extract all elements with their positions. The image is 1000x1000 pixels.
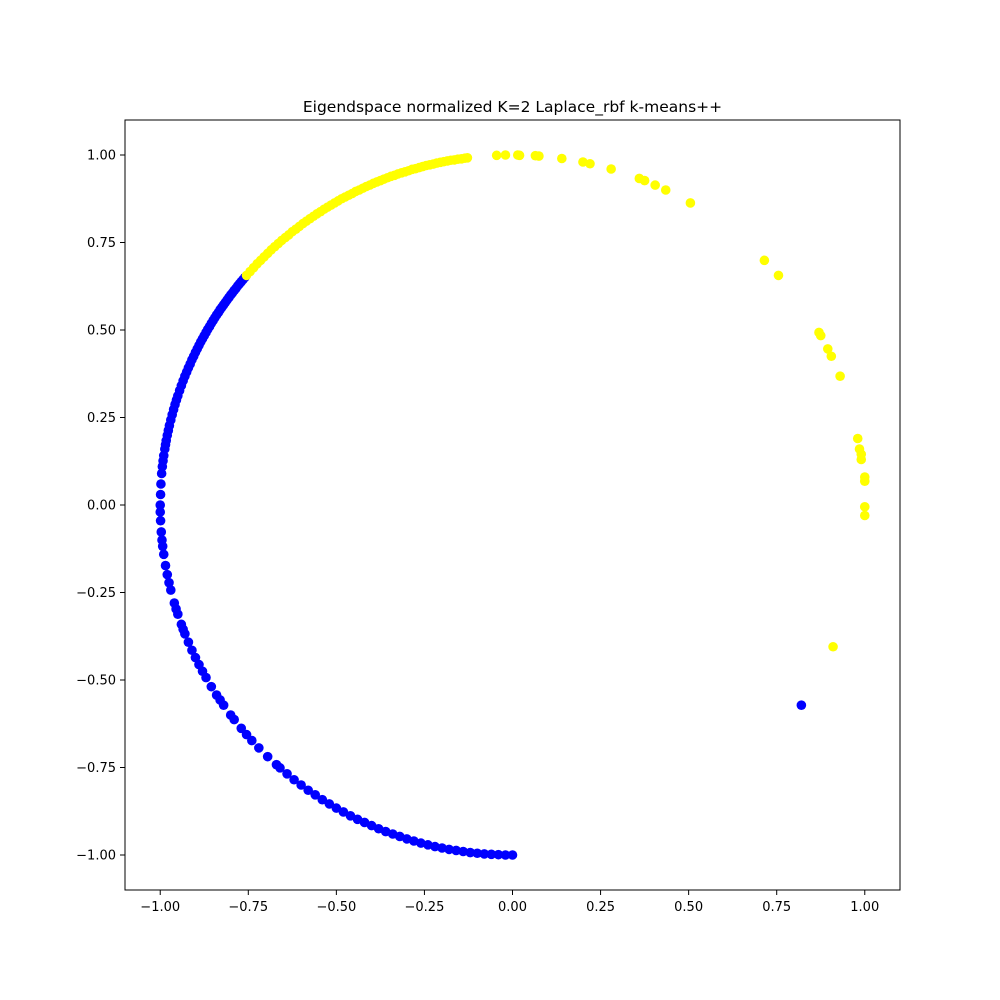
data-point-series-2 bbox=[859, 510, 870, 521]
x-tick-label: 0.75 bbox=[762, 900, 791, 915]
data-point-series-2 bbox=[462, 153, 473, 163]
x-tick-label: 0.25 bbox=[586, 900, 615, 915]
data-point-series-1 bbox=[190, 652, 201, 663]
data-point-series-2 bbox=[660, 185, 671, 195]
data-point-series-2 bbox=[852, 433, 863, 444]
data-point-series-2 bbox=[639, 175, 650, 186]
data-point-series-2 bbox=[491, 150, 502, 161]
data-point-series-1 bbox=[317, 794, 328, 805]
data-point-series-1 bbox=[155, 507, 166, 517]
chart-title: Eigendspace normalized K=2 Laplace_rbf k… bbox=[303, 98, 722, 117]
data-point-series-2 bbox=[828, 641, 838, 652]
data-point-series-2 bbox=[557, 153, 567, 164]
data-point-series-1 bbox=[331, 803, 342, 813]
y-tick-label: 0.25 bbox=[87, 411, 116, 426]
x-tick-label: 0.50 bbox=[674, 900, 703, 915]
y-tick-label: 0.75 bbox=[87, 236, 116, 251]
data-point-series-2 bbox=[822, 344, 833, 354]
data-point-series-1 bbox=[458, 846, 468, 857]
data-point-series-2 bbox=[835, 371, 845, 382]
data-point-series-1 bbox=[158, 549, 169, 560]
data-point-series-2 bbox=[759, 255, 770, 266]
data-point-series-2 bbox=[826, 351, 837, 362]
data-point-series-1 bbox=[310, 790, 321, 800]
data-point-series-1 bbox=[156, 527, 167, 537]
y-tick-label: 1.00 bbox=[87, 149, 116, 164]
data-point-series-1 bbox=[157, 535, 167, 545]
data-point-series-2 bbox=[585, 158, 595, 169]
y-tick-label: −0.50 bbox=[76, 674, 116, 689]
data-point-series-1 bbox=[493, 849, 504, 860]
data-point-series-1 bbox=[169, 598, 180, 608]
data-point-series-2 bbox=[856, 454, 867, 465]
data-point-series-1 bbox=[183, 637, 194, 647]
y-tick-label: −1.00 bbox=[76, 849, 116, 864]
data-point-series-1 bbox=[296, 780, 306, 790]
data-point-series-1 bbox=[206, 681, 217, 692]
data-point-series-1 bbox=[289, 774, 299, 785]
data-point-series-1 bbox=[156, 468, 167, 479]
data-point-series-1 bbox=[155, 500, 166, 510]
scatter-points bbox=[155, 150, 870, 860]
data-point-series-1 bbox=[472, 848, 483, 859]
data-point-series-1 bbox=[303, 785, 313, 796]
data-point-series-2 bbox=[534, 151, 544, 161]
data-point-series-2 bbox=[773, 270, 784, 281]
data-point-series-2 bbox=[859, 501, 870, 512]
data-point-series-1 bbox=[166, 585, 176, 595]
y-axis: −1.00 −0.75 −0.50 −0.25 0.00 0.25 0.50 0.75 1.00 bbox=[76, 149, 125, 864]
data-point-series-1 bbox=[282, 769, 292, 779]
data-point-series-1 bbox=[164, 577, 174, 588]
data-point-series-2 bbox=[815, 330, 826, 341]
data-point-series-1 bbox=[176, 619, 187, 630]
data-point-series-1 bbox=[796, 700, 807, 710]
x-tick-label: −1.00 bbox=[140, 900, 180, 915]
data-point-series-1 bbox=[155, 515, 166, 526]
y-tick-label: 0.00 bbox=[87, 499, 116, 514]
data-point-series-1 bbox=[507, 850, 518, 860]
data-point-series-1 bbox=[162, 569, 173, 580]
data-point-series-1 bbox=[160, 560, 171, 571]
data-point-series-1 bbox=[345, 811, 356, 821]
data-point-series-1 bbox=[479, 849, 490, 859]
data-point-series-2 bbox=[514, 150, 525, 161]
data-point-series-1 bbox=[451, 845, 461, 856]
data-point-series-1 bbox=[225, 710, 236, 720]
data-point-series-2 bbox=[859, 476, 870, 487]
x-tick-label: −0.75 bbox=[228, 900, 268, 915]
x-tick-label: −0.25 bbox=[405, 900, 445, 915]
data-point-series-1 bbox=[324, 799, 335, 809]
data-point-series-2 bbox=[650, 180, 660, 190]
data-point-series-1 bbox=[500, 850, 511, 860]
data-point-series-1 bbox=[465, 847, 476, 858]
y-tick-label: 0.50 bbox=[87, 324, 116, 339]
data-point-series-1 bbox=[262, 751, 273, 762]
data-point-series-1 bbox=[241, 729, 252, 740]
x-axis: −1.00 −0.75 −0.50 −0.25 0.00 0.25 0.50 0.75 1.00 bbox=[140, 890, 879, 915]
data-point-series-2 bbox=[500, 150, 511, 160]
data-point-series-1 bbox=[236, 723, 247, 734]
data-point-series-1 bbox=[155, 489, 166, 500]
data-point-series-1 bbox=[486, 849, 497, 860]
data-point-series-2 bbox=[606, 164, 616, 174]
data-point-series-1 bbox=[271, 759, 282, 770]
data-point-series-2 bbox=[685, 198, 696, 208]
y-tick-label: −0.25 bbox=[76, 586, 116, 601]
y-tick-label: −0.75 bbox=[76, 761, 116, 776]
data-point-series-1 bbox=[187, 645, 197, 656]
data-point-series-1 bbox=[254, 743, 264, 753]
data-point-series-1 bbox=[211, 690, 222, 700]
x-tick-label: 0.00 bbox=[498, 900, 527, 915]
data-point-series-1 bbox=[338, 807, 349, 817]
data-point-series-1 bbox=[156, 479, 166, 489]
x-tick-label: 1.00 bbox=[850, 900, 879, 915]
x-tick-label: −0.50 bbox=[316, 900, 356, 915]
